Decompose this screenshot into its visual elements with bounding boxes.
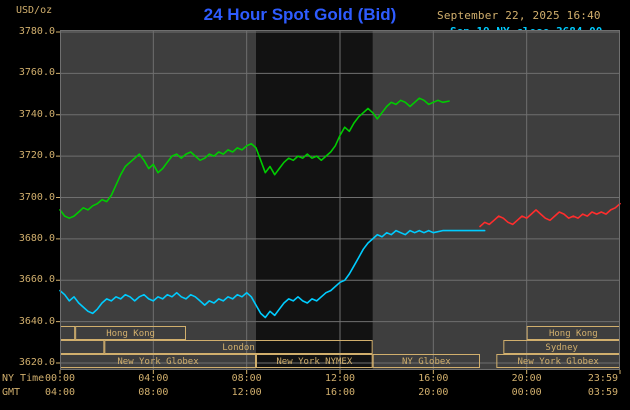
- gmt-tick-label: 03:59: [587, 387, 618, 398]
- gmt-tick-label: 16:00: [324, 387, 356, 398]
- unit-label: USD/oz: [16, 5, 53, 16]
- y-tick-label: 3680.0: [18, 232, 55, 244]
- gmt-tick-label: 04:00: [44, 387, 76, 398]
- ny-tick-label: 12:00: [324, 373, 356, 384]
- price-series-line-1: [479, 202, 621, 228]
- y-tick-label: 3740.0: [18, 108, 55, 120]
- y-tick-label: 3700.0: [18, 191, 55, 203]
- chart-title: 24 Hour Spot Gold (Bid): [203, 5, 397, 24]
- x-axis-ny-row: NY Time 00:00 04:00 08:00 12:00 16:00 20:00 23…: [0, 373, 630, 385]
- session-box: [372, 354, 480, 368]
- y-tick-label: 3640.0: [18, 315, 55, 327]
- session-label: NY Globex: [402, 357, 451, 367]
- ny-tick-label: 20:00: [511, 373, 542, 384]
- ny-tick-label: 16:00: [418, 373, 449, 384]
- y-tick-label: 3620.0: [18, 357, 55, 368]
- y-tick-label: 3660.0: [18, 274, 55, 286]
- gmt-label: GMT: [2, 387, 21, 398]
- ny-tick-label: 04:00: [138, 373, 169, 384]
- ny-tick-label: 23:59: [587, 373, 618, 384]
- session-label: Hong Kong: [106, 329, 155, 339]
- ny-time-label: NY Time: [2, 373, 45, 384]
- price-series-line-0: [59, 229, 486, 319]
- session-label: London: [222, 343, 255, 353]
- plot-area: Hong Kong Hong Kong London Sydney New York G…: [56, 30, 621, 374]
- session-label: Hong Kong: [549, 329, 598, 339]
- session-label: New York Globex: [117, 357, 199, 367]
- session-label: New York Globex: [518, 357, 600, 367]
- gmt-tick-label: 12:00: [231, 387, 262, 398]
- y-tick-label: 3720.0: [18, 150, 55, 162]
- session-label: New York NYMEX: [276, 357, 352, 367]
- gmt-tick-label: 20:00: [418, 387, 449, 398]
- session-box: [104, 340, 373, 354]
- nymex-session-shade: [256, 31, 373, 369]
- ny-tick-label: 08:00: [231, 373, 262, 384]
- session-box: [75, 326, 187, 340]
- price-series-line-2: [59, 97, 450, 219]
- y-tick-label: 3760.0: [18, 67, 55, 79]
- session-label: Sydney: [545, 343, 578, 353]
- plot-border: [60, 30, 620, 370]
- gmt-tick-label: 08:00: [138, 387, 169, 398]
- datetime-label: September 22, 2025 16:40: [437, 9, 601, 22]
- gmt-tick-label: 00:00: [511, 387, 542, 398]
- x-axis-gmt-row: GMT 04:00 08:00 12:00 16:00 20:00 00:00 03:59: [0, 387, 630, 399]
- y-tick-label: 3780.0: [18, 26, 55, 37]
- ny-tick-label: 00:00: [44, 373, 76, 384]
- session-box: [256, 354, 373, 368]
